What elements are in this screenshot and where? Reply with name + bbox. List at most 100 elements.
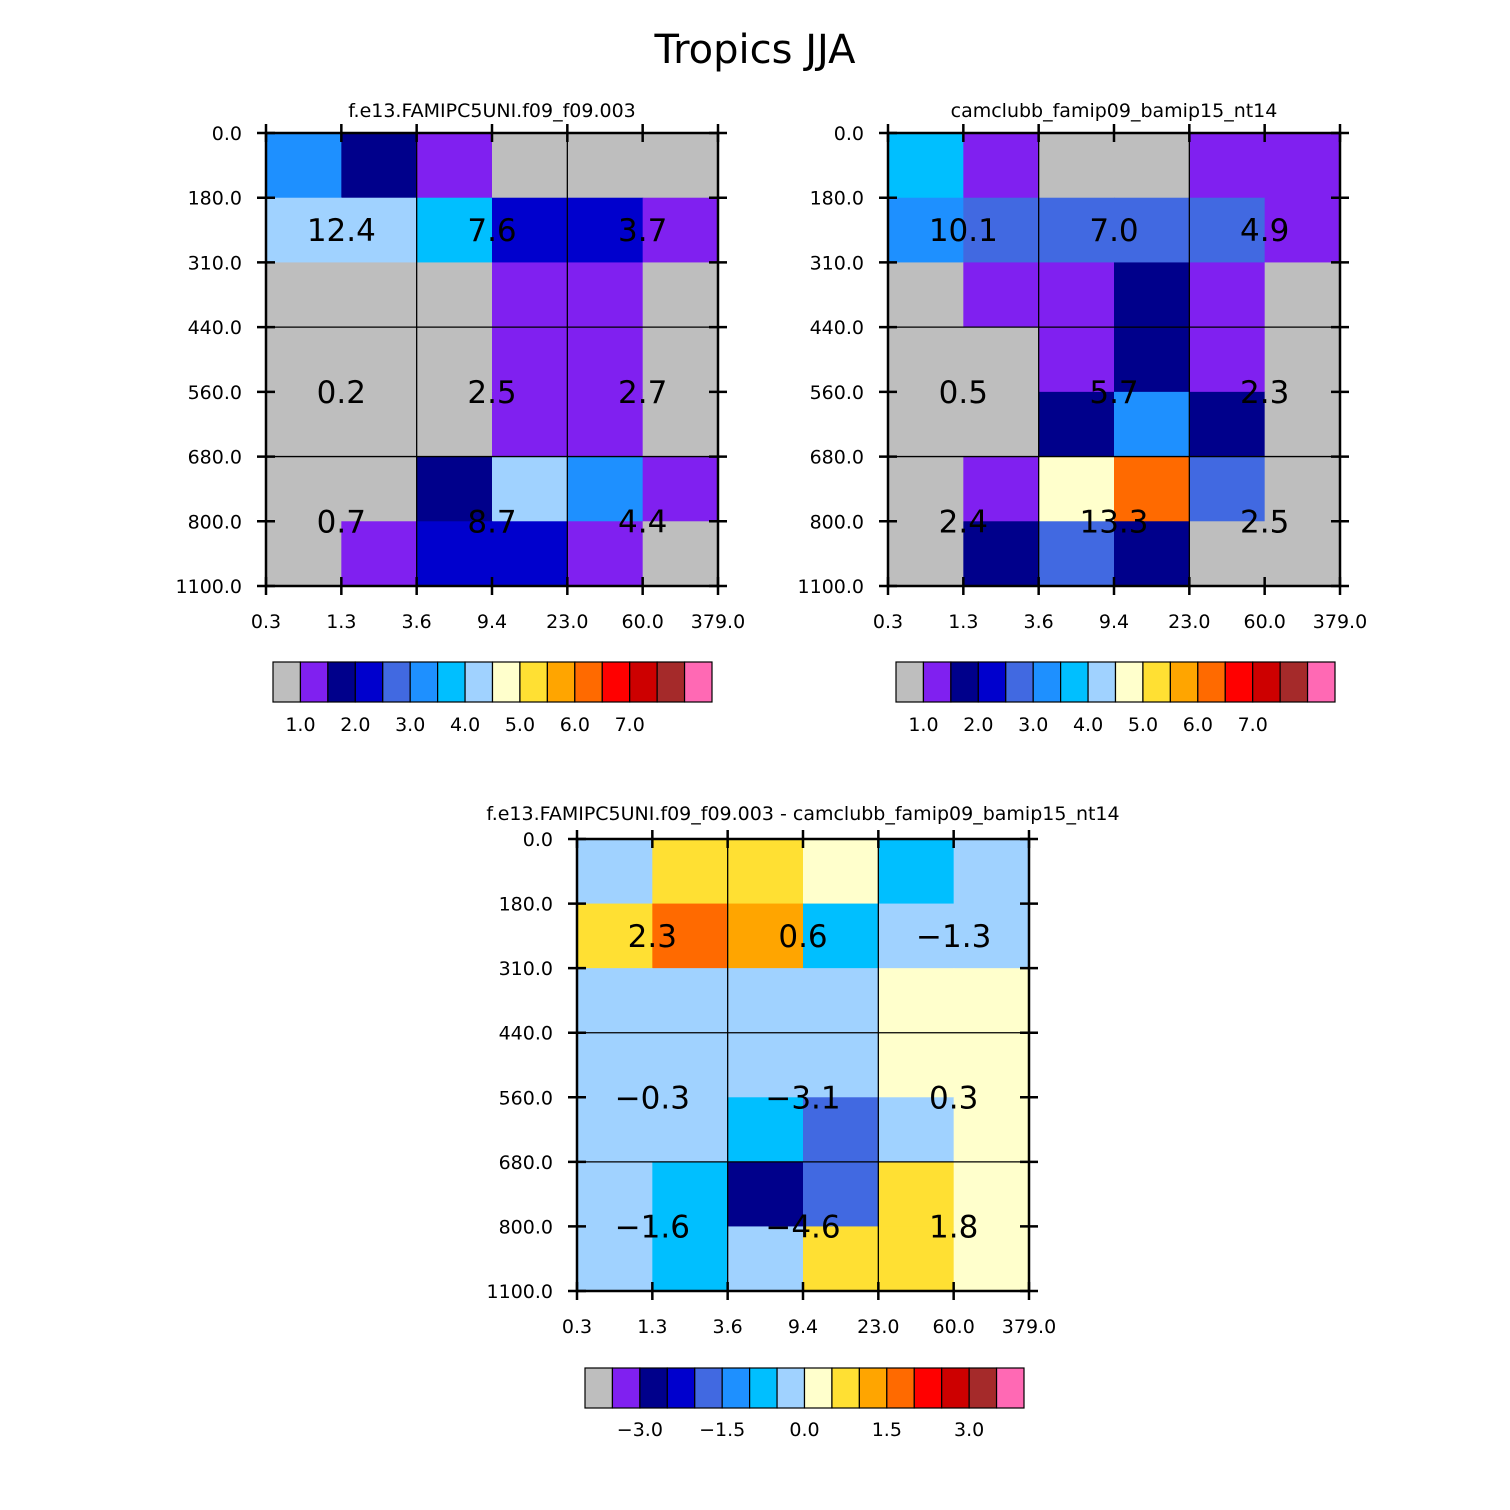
heatmap-cell [416,456,493,522]
group-grid [266,133,718,586]
colorbar-label: 1.0 [285,714,315,736]
heatmap-cell [963,197,1040,264]
colorbar-box [354,661,384,703]
heatmap-cell [953,1161,1030,1228]
y-tick-label: 180.0 [499,894,553,916]
heatmap-cell [642,262,719,328]
colorbar-box [922,661,952,703]
y-tick-label: 680.0 [499,1152,553,1174]
heatmap-cell [803,1032,879,1098]
heatmap-cell [577,968,653,1034]
heatmap-cell [266,327,342,393]
heatmap-cell [341,391,418,458]
heatmap-cell [1038,391,1115,458]
y-tick-label: 180.0 [810,188,864,210]
x-tick-label: 9.4 [1099,611,1129,633]
heatmap-cell [727,1226,804,1292]
heatmap-cell [567,391,644,458]
heatmap-cell [341,327,418,393]
colorbar-box [683,661,713,703]
colorbar-label: 6.0 [560,714,590,736]
heatmap-cell [1114,327,1190,393]
y-tick-label: 180.0 [188,188,242,210]
y-tick-label: 310.0 [499,958,553,980]
heatmap-cell [727,903,804,969]
heatmap-cell [1114,197,1190,264]
colorbar-box [666,1367,696,1409]
heatmap-cell [1189,391,1266,458]
heatmap-cell [492,391,568,458]
heatmap-cell [1189,456,1266,522]
y-tick-label: 440.0 [499,1023,553,1045]
colorbar-box [299,661,329,703]
group-value-label: 10.1 [929,213,998,249]
heatmap-cell [727,839,804,905]
x-tick-label: 1.3 [326,611,356,633]
heatmap-panel-3: f.e13.FAMIPC5UNI.f09_f09.003 - camclubb_… [486,803,1119,1441]
group-value-label: 2.5 [1240,504,1289,540]
group-value-label: 0.2 [317,375,366,411]
colorbar: 1.0 2.0 3.0 4.0 5.0 6.0 7.0 [272,661,713,736]
heatmap-cell [878,839,955,905]
x-tick-label: 1.3 [948,611,978,633]
colorbar-label: 2.0 [340,714,370,736]
heatmap-cell [577,1226,653,1292]
x-tick-label: 379.0 [1002,1316,1056,1338]
heatmap-cell [1189,521,1266,587]
colorbar-box [694,1367,723,1409]
group-value-label: 2.4 [939,504,988,540]
heatmap-cell [953,968,1030,1034]
x-tick-label: 23.0 [1168,611,1210,633]
group-value-label: 2.5 [467,375,516,411]
heatmap-cell [652,1161,729,1228]
heatmap-cell [888,262,964,328]
heatmap-cell [652,1032,729,1098]
x-axis: 0.3 1.3 3.6 9.4 23.0 60.0 379.0 [562,830,1056,1338]
heatmap-cell [888,197,964,264]
heatmap-cell [642,197,719,264]
group-value-label: −0.3 [615,1080,690,1116]
colorbar-box [895,661,925,703]
y-tick-label: 310.0 [188,252,242,274]
x-tick-label: 1.3 [637,1316,667,1338]
group-value-label: −3.1 [765,1080,840,1116]
colorbar-box [858,1367,888,1409]
colorbar-label: 0.0 [789,1419,819,1441]
colorbar-box [1169,661,1199,703]
panel-title: f.e13.FAMIPC5UNI.f09_f09.003 [348,100,636,122]
heatmap-cell [652,1097,729,1163]
heatmap-cell [416,391,493,458]
heatmap-cells [266,133,719,587]
heatmap-cell [492,327,568,393]
group-value-label: 4.4 [618,504,667,540]
heatmap-cell [567,327,644,393]
group-value-labels: 12.4 7.6 3.7 0.2 2.5 2.7 0.7 8.7 4.4 [307,213,668,540]
heatmap-cell [1189,262,1266,328]
heatmap-cell [416,133,493,199]
group-value-label: −1.3 [916,919,991,955]
y-tick-label: 800.0 [188,511,242,533]
x-tick-label: 3.6 [402,611,432,633]
heatmap-cell [652,968,729,1034]
colorbar-box [1279,661,1309,703]
heatmap-cell [1264,197,1341,264]
x-tick-label: 9.4 [477,611,507,633]
colorbar-box [546,661,576,703]
colorbar-label: 4.0 [450,714,480,736]
heatmap-cell [953,839,1030,905]
colorbar-box [1032,661,1062,703]
colorbar-label: 5.0 [1128,714,1158,736]
colorbar-label: 1.0 [908,714,938,736]
colorbar-box [1087,661,1117,703]
colorbar-label: −1.5 [699,1419,745,1441]
heatmap-cell [266,262,342,328]
group-value-label: 1.8 [929,1209,978,1245]
heatmap-cell [642,327,719,393]
heatmap-cell [888,391,964,458]
x-tick-label: 3.6 [713,1316,743,1338]
y-tick-label: 560.0 [188,382,242,404]
colorbar-box [327,661,356,703]
y-tick-label: 800.0 [810,511,864,533]
group-value-label: 7.0 [1089,213,1138,249]
colorbar-box [1224,661,1254,703]
